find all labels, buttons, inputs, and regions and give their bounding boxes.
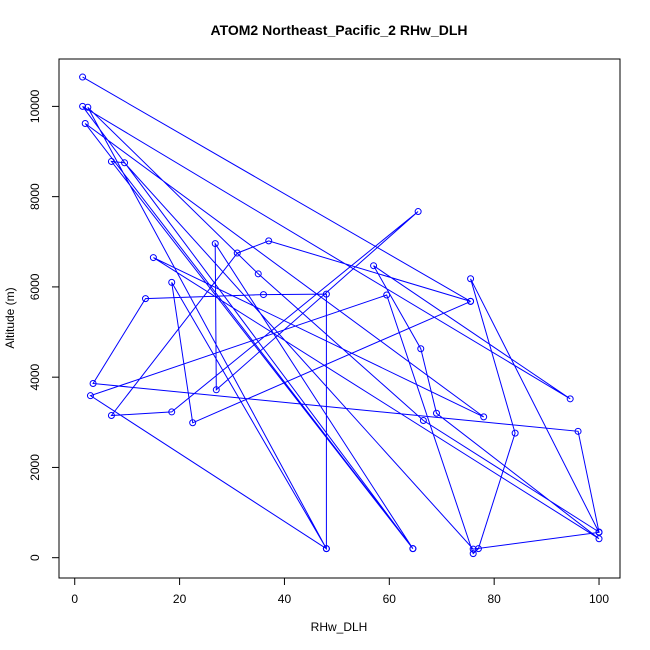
data-point (417, 345, 425, 353)
data-point (211, 240, 219, 248)
y-tick-label: 6000 (28, 273, 42, 300)
x-axis-label: RHw_DLH (311, 620, 368, 634)
plot-frame (58, 58, 621, 579)
data-point (474, 545, 482, 553)
data-point (189, 419, 197, 427)
data-point (168, 408, 176, 416)
data-point (233, 249, 241, 257)
data-point (419, 416, 427, 424)
data-point (414, 208, 422, 216)
data-point (212, 386, 220, 394)
data-point (121, 159, 129, 167)
data-point (254, 270, 262, 278)
x-tick-label: 40 (278, 592, 292, 606)
data-point (467, 297, 475, 305)
data-point (469, 550, 477, 558)
data-point (409, 545, 417, 553)
data-point (595, 535, 603, 543)
data-point (566, 395, 574, 403)
x-tick-label: 0 (71, 592, 78, 606)
plot-area (79, 73, 603, 558)
data-point (480, 413, 488, 421)
data-point (84, 103, 92, 111)
data-point (322, 290, 330, 298)
y-tick-label: 2000 (28, 454, 42, 481)
y-tick-label: 8000 (28, 183, 42, 210)
data-point (81, 120, 89, 128)
data-point (79, 73, 87, 81)
data-point (107, 412, 115, 420)
y-tick-label: 0 (28, 554, 42, 561)
data-point (89, 379, 97, 387)
data-point (595, 528, 603, 536)
data-point (107, 157, 115, 165)
data-point (370, 262, 378, 270)
data-point (168, 278, 176, 286)
x-tick-label: 20 (173, 592, 187, 606)
data-point (574, 427, 582, 435)
data-point (149, 254, 157, 262)
y-tick-label: 10000 (28, 89, 42, 123)
y-axis: 0 2000 4000 6000 8000 10000 (28, 89, 60, 561)
x-tick-label: 100 (589, 592, 609, 606)
data-point (432, 409, 440, 417)
data-point (469, 545, 477, 553)
data-point (86, 392, 94, 400)
x-axis: 0 20 40 60 80 100 (71, 577, 609, 606)
data-point (265, 237, 273, 245)
x-tick-label: 80 (487, 592, 501, 606)
data-point (383, 291, 391, 299)
data-point (467, 275, 475, 283)
data-point (322, 545, 330, 553)
y-axis-label: Altitude (m) (3, 287, 17, 348)
data-point (259, 291, 267, 299)
chart-title: ATOM2 Northeast_Pacific_2 RHw_DLH (211, 22, 468, 38)
series-line (82, 76, 600, 555)
data-point (142, 295, 150, 303)
data-point (79, 102, 87, 110)
x-tick-label: 60 (383, 592, 397, 606)
data-point (511, 429, 519, 437)
y-tick-label: 4000 (28, 363, 42, 390)
